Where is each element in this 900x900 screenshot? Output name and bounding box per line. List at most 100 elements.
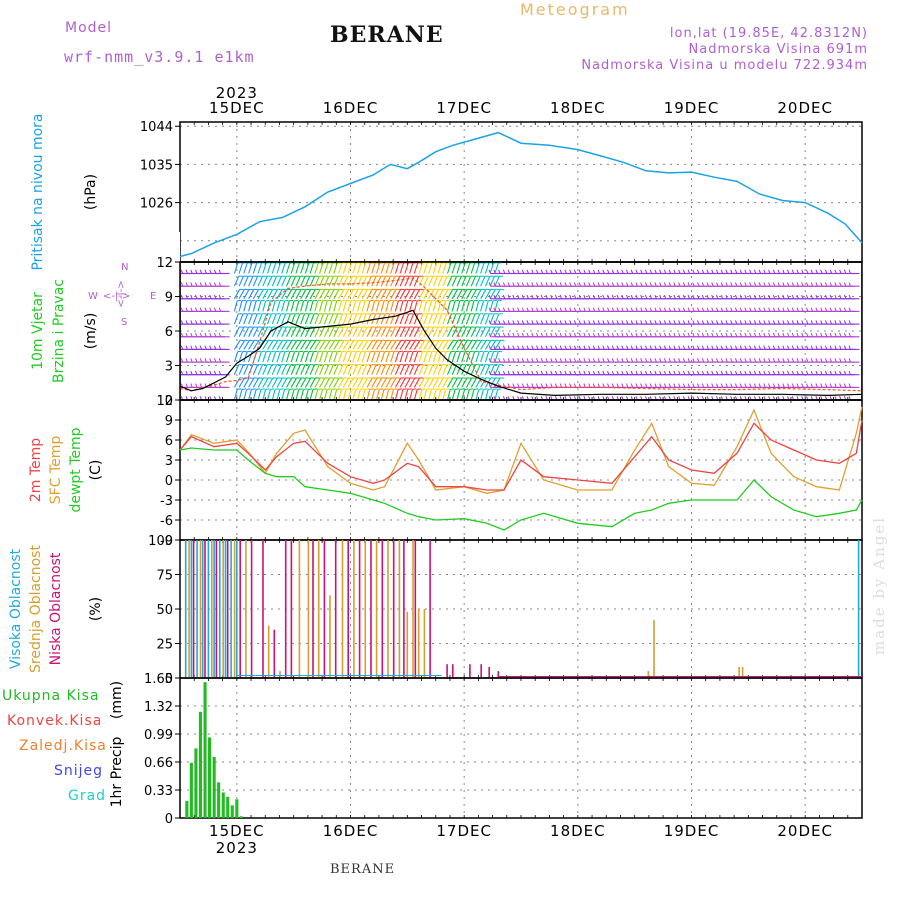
wind-barb-flag bbox=[310, 377, 315, 379]
wind-barb-flag bbox=[273, 339, 278, 342]
wind-barb-flag bbox=[185, 332, 188, 337]
wind-barb-flag bbox=[820, 358, 823, 363]
wind-barb-flag bbox=[550, 383, 553, 388]
wind-barb-flag bbox=[796, 345, 799, 350]
wind-barb bbox=[295, 262, 300, 274]
wind-barb-flag bbox=[481, 377, 486, 379]
wind-barb-flag bbox=[663, 269, 667, 274]
wind-barb-flag bbox=[507, 345, 510, 350]
wind-barb bbox=[271, 300, 276, 312]
wind-barb-flag bbox=[697, 383, 700, 388]
wind-barb-flag bbox=[597, 307, 600, 312]
wind-barb bbox=[366, 326, 373, 338]
wind-barb-flag bbox=[668, 307, 672, 312]
wind-barb-flag bbox=[431, 388, 436, 390]
wind-barb-flag bbox=[531, 282, 534, 287]
wind-barb-flag bbox=[398, 388, 403, 390]
wind-barb-flag bbox=[483, 388, 488, 390]
wind-barb bbox=[404, 339, 412, 350]
wind-barb-flag bbox=[644, 269, 648, 274]
wind-barb bbox=[376, 377, 383, 388]
wind-barb-flag bbox=[268, 288, 273, 291]
compass-vertical: <-|-> bbox=[116, 280, 127, 307]
wind-barb-flag bbox=[536, 383, 539, 388]
wind-barb bbox=[489, 262, 495, 274]
wind-barb bbox=[352, 389, 357, 401]
wind-barb bbox=[461, 389, 466, 401]
wind-barb bbox=[319, 275, 325, 287]
wind-barb-flag bbox=[545, 370, 548, 375]
wind-barb-flag bbox=[787, 307, 790, 312]
wind-barb-flag bbox=[820, 345, 823, 350]
wind-barb-flag bbox=[616, 269, 619, 274]
wind-barb-flag bbox=[521, 307, 525, 312]
wind-barb bbox=[465, 288, 473, 300]
wind-barb-flag bbox=[782, 294, 785, 299]
day-label-top: 20DEC bbox=[777, 99, 833, 117]
wind-barb-flag bbox=[848, 370, 851, 375]
wind-barb bbox=[366, 377, 373, 388]
wind-barb-flag bbox=[843, 370, 847, 375]
wind-barb-flag bbox=[763, 269, 766, 274]
wind-barb bbox=[262, 364, 268, 375]
wind-barb-flag bbox=[554, 332, 558, 337]
wind-barb bbox=[470, 262, 476, 274]
wind-barb-flag bbox=[415, 339, 420, 342]
wind-barb-flag bbox=[706, 332, 709, 337]
wind-barb bbox=[281, 364, 287, 375]
wind-barb bbox=[262, 326, 269, 338]
wind-barb bbox=[399, 313, 405, 325]
wind-barb-flag bbox=[559, 294, 563, 299]
wind-barb-flag bbox=[626, 282, 629, 287]
wind-barb bbox=[342, 364, 349, 375]
precip-bar bbox=[189, 762, 193, 818]
wind-barb bbox=[361, 326, 368, 338]
wind-barb bbox=[428, 313, 434, 325]
wind-barb-flag bbox=[787, 294, 790, 299]
wind-barb-flag bbox=[279, 388, 284, 390]
wind-barb-flag bbox=[536, 358, 539, 363]
wind-barb-flag bbox=[592, 332, 596, 337]
wind-barb-flag bbox=[410, 377, 415, 379]
wind-barb-flag bbox=[265, 388, 270, 390]
wind-barb bbox=[399, 364, 406, 375]
wind-barb-flag bbox=[753, 282, 757, 287]
wind-barb-flag bbox=[725, 282, 728, 287]
wind-barb bbox=[409, 313, 415, 325]
wind-barb-flag bbox=[473, 388, 479, 390]
wind-barb bbox=[371, 364, 377, 375]
wind-barb-flag bbox=[209, 320, 212, 325]
wind-barb-flag bbox=[701, 320, 705, 325]
wind-barb-flag bbox=[668, 282, 672, 287]
wind-barb bbox=[456, 300, 461, 312]
wind-barb bbox=[418, 377, 425, 388]
wind-barb-flag bbox=[481, 339, 486, 342]
wind-barb bbox=[371, 326, 378, 338]
wind-barb-flag bbox=[829, 383, 833, 388]
y-tick-label: 25 bbox=[156, 638, 173, 653]
wind-barb-flag bbox=[621, 294, 624, 299]
wind-barb bbox=[276, 313, 282, 325]
wind-barb-flag bbox=[848, 307, 851, 312]
wind-barb-flag bbox=[521, 294, 525, 299]
wind-barb-flag bbox=[744, 282, 747, 287]
wind-barb-flag bbox=[498, 345, 501, 350]
wind-barb-flag bbox=[824, 294, 828, 299]
wind-barb-flag bbox=[758, 383, 762, 388]
wind-barb bbox=[338, 288, 345, 300]
wind-barb-flag bbox=[507, 307, 510, 312]
wind-barb-flag bbox=[607, 332, 610, 337]
wind-barb bbox=[304, 389, 309, 401]
wind-barb-flag bbox=[322, 388, 327, 390]
wind-barb-flag bbox=[195, 282, 198, 287]
wind-barb-flag bbox=[659, 282, 662, 287]
wind-barb-flag bbox=[654, 332, 657, 337]
wind-barb-flag bbox=[659, 332, 662, 337]
wind-barb bbox=[328, 262, 334, 274]
wind-barb bbox=[295, 313, 301, 325]
wind-barb bbox=[380, 377, 388, 388]
wind-barb bbox=[456, 288, 463, 300]
wind-barb bbox=[376, 288, 383, 300]
wind-barb-flag bbox=[578, 358, 582, 363]
wind-barb-flag bbox=[739, 383, 743, 388]
